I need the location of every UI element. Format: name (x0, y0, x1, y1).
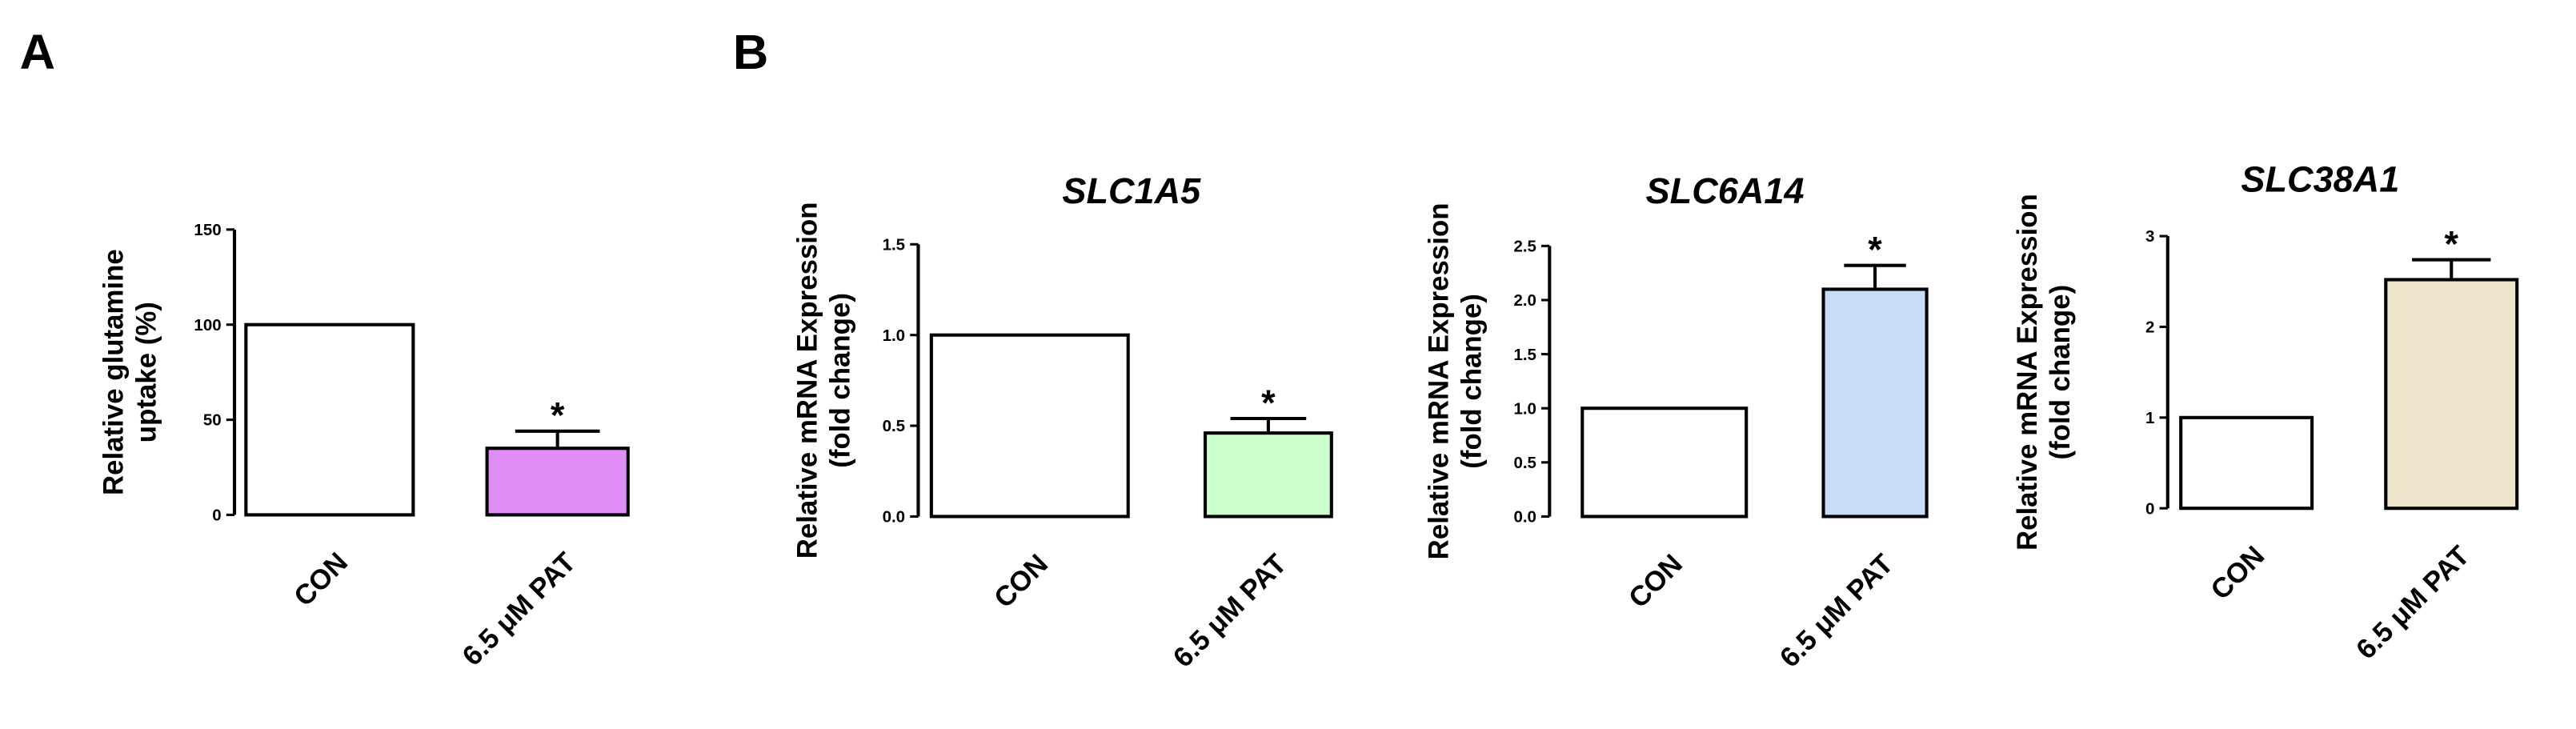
y-axis-label: Relative glutamine (98, 249, 130, 495)
y-tick-label: 100 (194, 316, 221, 334)
y-tick-label: 0.5 (1513, 454, 1536, 472)
panel-label: A (20, 25, 55, 80)
bar (929, 333, 1130, 519)
significance-marker: * (551, 395, 565, 436)
y-axis-label: (fold change) (1456, 294, 1487, 469)
y-axis-label: (fold change) (2045, 285, 2076, 460)
y-tick-label: 0.0 (883, 508, 905, 527)
y-axis-label: Relative mRNA Expression (2012, 194, 2043, 551)
y-axis-label: Relative mRNA Expression (791, 202, 823, 559)
chart-title: SLC1A5 (1062, 170, 1201, 211)
y-tick-label: 0.0 (1513, 508, 1536, 527)
bar (485, 447, 630, 517)
y-tick-label: 2 (2145, 318, 2154, 337)
x-tick-label: 6.5 μM PAT (2350, 540, 2476, 666)
y-tick-label: 1 (2145, 409, 2154, 427)
bar (1580, 407, 1749, 519)
significance-marker: * (2445, 223, 2459, 264)
y-tick-label: 2.5 (1513, 238, 1536, 256)
x-tick-label: 6.5 μM PAT (1774, 548, 1900, 674)
y-tick-label: 1.5 (883, 235, 905, 254)
y-tick-label: 0 (2145, 499, 2154, 518)
x-tick-label: CON (288, 547, 354, 612)
y-axis-label: uptake (%) (131, 302, 162, 443)
significance-marker: * (1261, 383, 1276, 423)
y-tick-label: 1.5 (1513, 346, 1536, 364)
x-tick-label: CON (2205, 540, 2270, 606)
x-tick-label: CON (988, 548, 1054, 614)
y-tick-label: 1.0 (883, 326, 905, 345)
y-tick-label: 0.5 (883, 417, 905, 435)
bar (2179, 415, 2314, 511)
x-tick-label: 6.5 μM PAT (456, 547, 582, 672)
bar (2384, 278, 2519, 511)
bar (1821, 287, 1929, 519)
y-tick-label: 150 (194, 221, 221, 239)
y-tick-label: 2.0 (1513, 291, 1536, 310)
y-tick-label: 3 (2145, 227, 2154, 246)
panel-label: B (733, 25, 768, 80)
y-tick-label: 0 (212, 507, 221, 525)
y-axis-label: (fold change) (824, 293, 855, 468)
y-tick-label: 1.0 (1513, 399, 1536, 418)
bar (1203, 431, 1333, 519)
x-tick-label: 6.5 μM PAT (1167, 548, 1292, 674)
y-tick-label: 50 (203, 411, 222, 430)
chart-title: SLC38A1 (2241, 159, 2399, 200)
significance-marker: * (1868, 230, 1882, 270)
bar (244, 322, 415, 517)
x-tick-label: CON (1623, 548, 1689, 614)
y-axis-label: Relative mRNA Expression (1423, 202, 1454, 559)
chart-title: SLC6A14 (1646, 170, 1805, 211)
